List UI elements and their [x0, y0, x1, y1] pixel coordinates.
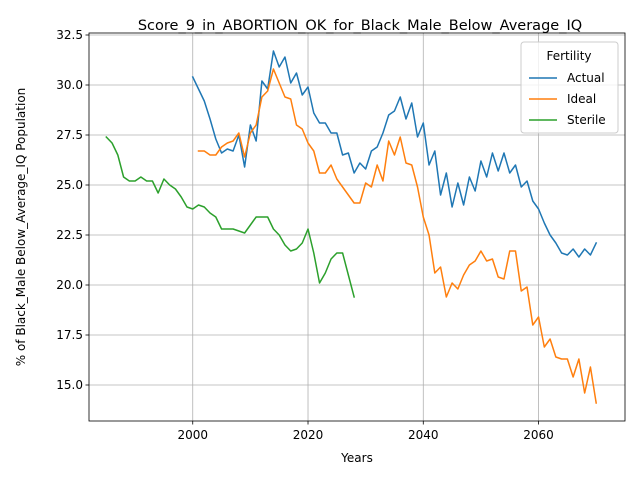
y-tick-label: 27.5	[56, 128, 83, 142]
x-tick-label: 2060	[523, 428, 554, 442]
plot-area	[88, 32, 626, 422]
y-tick-label: 25.0	[56, 178, 83, 192]
legend-label-actual: Actual	[567, 71, 605, 85]
x-tick-label: 2040	[408, 428, 439, 442]
series-layer	[105, 50, 598, 404]
legend: Fertility Actual Ideal Sterile	[520, 41, 619, 134]
x-axis-label: Years	[340, 451, 373, 465]
y-axis-ticks: 15.0 17.5 20.0 22.5 25.0 27.5 30.0 32.5	[56, 28, 89, 392]
legend-box	[520, 41, 619, 134]
x-tick-label: 2020	[293, 428, 324, 442]
legend-label-ideal: Ideal	[567, 92, 596, 106]
series-line-sterile	[105, 135, 356, 298]
chart-title: Score_9_in_ABORTION_OK_for_Black_Male_Be…	[138, 18, 582, 34]
series-line-actual	[191, 50, 598, 258]
legend-label-sterile: Sterile	[567, 113, 606, 127]
y-tick-label: 22.5	[56, 228, 83, 242]
series-line-ideal	[197, 68, 598, 404]
y-tick-label: 17.5	[56, 328, 83, 342]
x-axis-ticks: 2000 2020 2040 2060	[177, 421, 554, 442]
y-tick-label: 30.0	[56, 78, 83, 92]
y-tick-label: 15.0	[56, 378, 83, 392]
y-tick-label: 32.5	[56, 28, 83, 42]
y-axis-label: % of Black_Male Below_Average_IQ Populat…	[14, 88, 28, 367]
legend-title: Fertility	[546, 49, 591, 63]
legend-items: Actual Ideal Sterile	[529, 71, 606, 127]
x-tick-label: 2000	[177, 428, 208, 442]
grid	[89, 33, 625, 421]
y-tick-label: 20.0	[56, 278, 83, 292]
plot-frame	[88, 32, 626, 422]
